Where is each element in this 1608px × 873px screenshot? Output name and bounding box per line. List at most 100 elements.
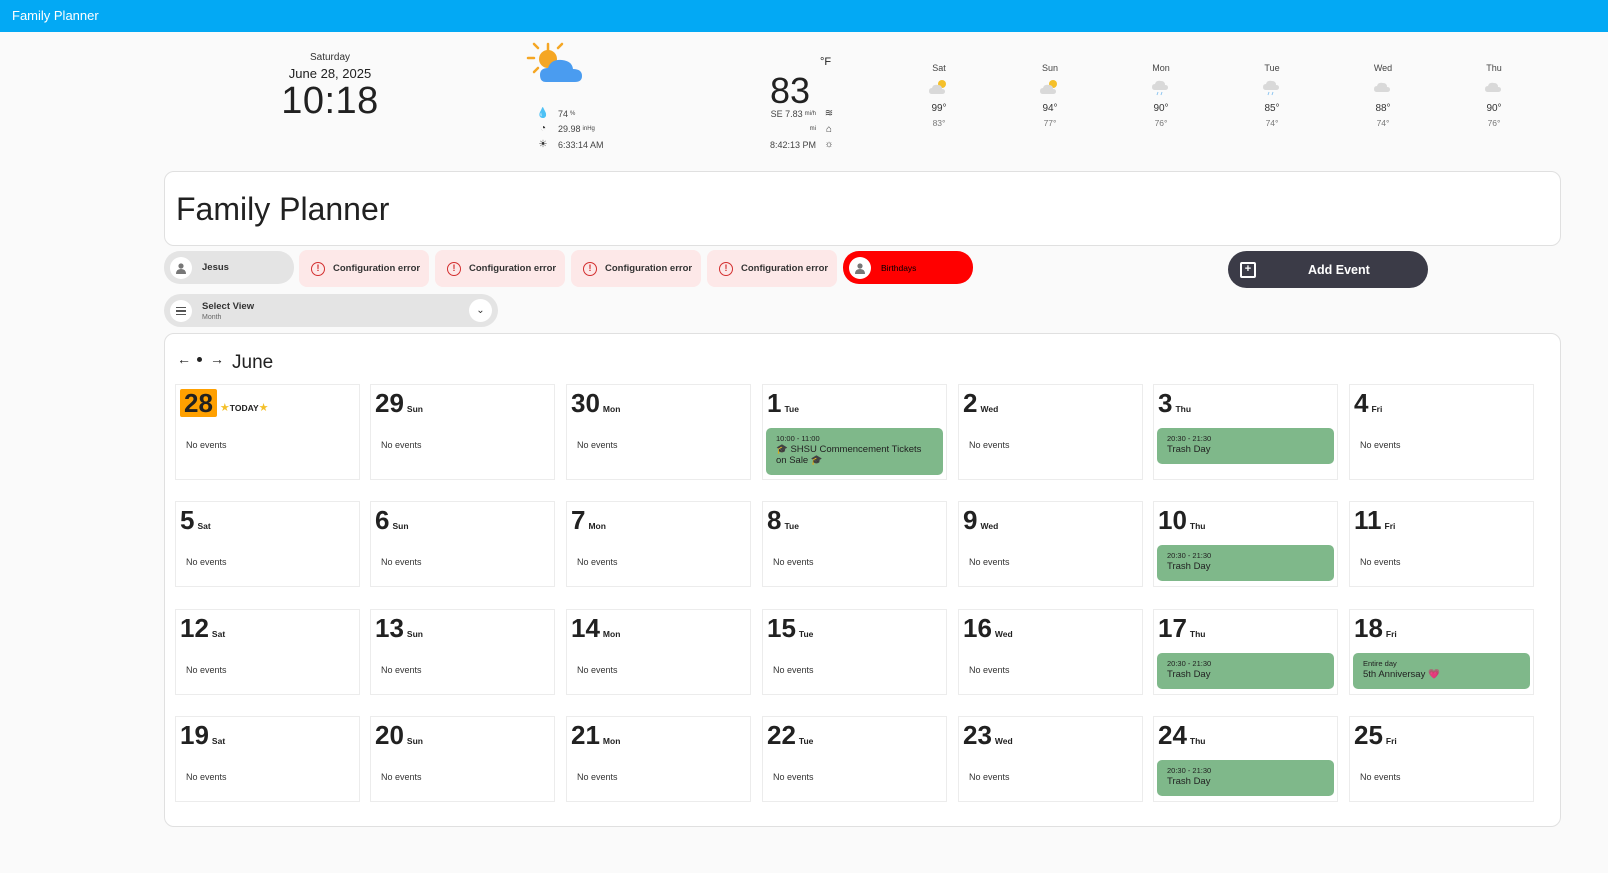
star-icon: ★ <box>219 402 230 414</box>
calendar-day-cell[interactable]: 2 Wed No events <box>958 384 1143 480</box>
calendar-day-cell[interactable]: 29 Sun No events <box>370 384 555 480</box>
event-item[interactable]: 20:30 - 21:30 Trash Day <box>1157 760 1334 796</box>
calendar-chip-config-error-1[interactable]: ! Configuration error <box>299 250 429 287</box>
weekday-label: Thu <box>1189 629 1206 639</box>
day-number: 23 <box>963 720 992 750</box>
calendar-day-cell[interactable]: 5 Sat No events <box>175 501 360 587</box>
select-view-dropdown[interactable]: Select View Month ⌄ <box>164 294 498 327</box>
event-time: 10:00 - 11:00 <box>776 434 820 443</box>
calendar-day-cell[interactable]: 23 Wed No events <box>958 716 1143 802</box>
event-time: Entire day <box>1363 659 1397 668</box>
clock-time: 10:18 <box>281 80 379 122</box>
no-events-text: No events <box>186 557 227 567</box>
cloudy-icon <box>1483 77 1505 101</box>
calendar-day-cell[interactable]: 6 Sun No events <box>370 501 555 587</box>
next-month-arrow-icon[interactable]: → <box>210 351 224 367</box>
calendar-day-cell[interactable]: 3 Thu 20:30 - 21:30 Trash Day <box>1153 384 1338 480</box>
event-time: 20:30 - 21:30 <box>1167 766 1212 775</box>
chevron-down-icon[interactable]: ⌄ <box>469 299 492 322</box>
calendar-day-cell[interactable]: 18 Fri Entire day 5th Anniversay 💗 <box>1349 609 1534 695</box>
no-events-text: No events <box>381 772 422 782</box>
day-header: 10 Thu <box>1158 506 1206 534</box>
calendar-day-cell[interactable]: 22 Tue No events <box>762 716 947 802</box>
weekday-label: Fri <box>1385 629 1397 639</box>
calendar-day-cell[interactable]: 19 Sat No events <box>175 716 360 802</box>
weekday-label: Wed <box>980 521 999 531</box>
calendar-chip-config-error-4[interactable]: ! Configuration error <box>707 250 837 287</box>
calendar-day-cell[interactable]: 9 Wed No events <box>958 501 1143 587</box>
event-item[interactable]: Entire day 5th Anniversay 💗 <box>1353 653 1530 689</box>
partly-cloudy-icon <box>928 77 950 101</box>
calendar-day-cell[interactable]: 4 Fri No events <box>1349 384 1534 480</box>
humidity-value: 74 <box>558 108 569 119</box>
day-number: 2 <box>963 388 978 418</box>
calendar-day-cell[interactable]: 20 Sun No events <box>370 716 555 802</box>
calendar-day-cell[interactable]: 21 Mon No events <box>566 716 751 802</box>
calendar-day-cell[interactable]: 13 Sun No events <box>370 609 555 695</box>
no-events-text: No events <box>1360 772 1401 782</box>
add-event-button[interactable]: + Add Event <box>1228 251 1428 288</box>
calendar-day-cell[interactable]: 1 Tue 10:00 - 11:00 🎓 SHSU Commencement Tic… <box>762 384 947 480</box>
day-number: 6 <box>375 505 390 535</box>
calendar-chip-jesus[interactable]: Jesus <box>164 251 294 284</box>
calendar-day-cell[interactable]: 24 Thu 20:30 - 21:30 Trash Day <box>1153 716 1338 802</box>
weather-stats-right: SE 7.83 mi/h ≋ mi ⌂ 8:42:13 PM ☼ <box>760 106 836 153</box>
calendar-day-cell[interactable]: 8 Tue No events <box>762 501 947 587</box>
sunrise-icon: ☀ <box>538 138 548 150</box>
calendar-day-cell[interactable]: 17 Thu 20:30 - 21:30 Trash Day <box>1153 609 1338 695</box>
day-number: 24 <box>1158 720 1187 750</box>
no-events-text: No events <box>577 557 618 567</box>
no-events-text: No events <box>186 440 227 450</box>
day-header: 29 Sun <box>375 389 423 417</box>
weekday-label: Mon <box>602 629 621 639</box>
day-header: 14 Mon <box>571 614 620 642</box>
weekday-label: Mon <box>588 521 606 531</box>
day-number: 14 <box>571 613 600 643</box>
event-item[interactable]: 20:30 - 21:30 Trash Day <box>1157 653 1334 689</box>
calendar-day-cell[interactable]: 30 Mon No events <box>566 384 751 480</box>
calendar-day-cell[interactable]: 28 ★TODAY★ No events <box>175 384 360 480</box>
event-title: Trash Day <box>1167 444 1211 455</box>
calendar-day-cell[interactable]: 25 Fri No events <box>1349 716 1534 802</box>
prev-month-arrow-icon[interactable]: ← <box>177 351 191 367</box>
calendar-day-cell[interactable]: 16 Wed No events <box>958 609 1143 695</box>
planner-title: Family Planner <box>176 191 390 227</box>
today-dot-button[interactable] <box>197 356 202 362</box>
calendar-chip-birthdays[interactable]: Birthdays <box>843 251 973 284</box>
day-header: 5 Sat <box>180 506 211 534</box>
calendar-chip-config-error-2[interactable]: ! Configuration error <box>435 250 565 287</box>
calendar-day-cell[interactable]: 7 Mon No events <box>566 501 751 587</box>
no-events-text: No events <box>773 772 814 782</box>
weekday-label: Sun <box>406 736 423 746</box>
event-item[interactable]: 10:00 - 11:00 🎓 SHSU Commencement Tickets… <box>766 428 943 475</box>
person-icon <box>170 256 192 279</box>
forecast-high: 88° <box>1375 103 1391 114</box>
forecast-high: 85° <box>1264 103 1280 114</box>
day-number: 20 <box>375 720 404 750</box>
weekday-label: Fri <box>1385 736 1397 746</box>
calendar-day-cell[interactable]: 15 Tue No events <box>762 609 947 695</box>
calendar-chip-config-error-3[interactable]: ! Configuration error <box>571 250 701 287</box>
weekday-label: Thu <box>1175 404 1192 414</box>
no-events-text: No events <box>381 557 422 567</box>
calendar-day-cell[interactable]: 14 Mon No events <box>566 609 751 695</box>
day-header: 1 Tue <box>767 389 799 417</box>
calendar-day-cell[interactable]: 11 Fri No events <box>1349 501 1534 587</box>
event-item[interactable]: 20:30 - 21:30 Trash Day <box>1157 545 1334 581</box>
calendar-day-cell[interactable]: 12 Sat No events <box>175 609 360 695</box>
day-header: 11 Fri <box>1354 506 1395 534</box>
weekday-label: Sat <box>211 736 226 746</box>
event-item[interactable]: 20:30 - 21:30 Trash Day <box>1157 428 1334 464</box>
weekday-label: Tue <box>798 629 814 639</box>
current-temperature: 83 <box>770 70 811 111</box>
error-icon: ! <box>719 261 733 276</box>
forecast-high: 94° <box>1042 103 1058 114</box>
no-events-text: No events <box>577 665 618 675</box>
clock-date: June 28, 2025 <box>288 66 372 81</box>
weekday-label: Sun <box>392 521 409 531</box>
weekday-label: Fri <box>1384 521 1396 531</box>
forecast-low: 74° <box>1376 118 1390 128</box>
calendar-day-cell[interactable]: 10 Thu 20:30 - 21:30 Trash Day <box>1153 501 1338 587</box>
forecast-day-label: Mon <box>1152 63 1170 73</box>
weekday-label: Sun <box>406 404 423 414</box>
